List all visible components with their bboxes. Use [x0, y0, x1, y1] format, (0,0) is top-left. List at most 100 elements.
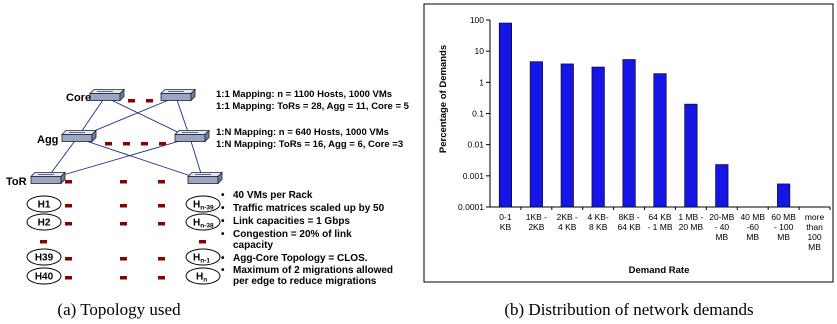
bar	[591, 66, 605, 208]
x-tick-label: more than 100 MB	[805, 212, 825, 252]
ellipsis-dash	[65, 180, 72, 184]
bullet-text: Traffic matrices scaled up by 50	[233, 203, 385, 214]
bullet-text: Agg-Core Topology = CLOS.	[233, 253, 368, 264]
x-tick-label: 60 MB - 100 MB	[771, 212, 796, 242]
ellipsis-dash	[65, 276, 72, 280]
x-tick-label: 0-1 KB	[499, 212, 512, 232]
y-axis-title: Percentage of Demands	[438, 45, 449, 153]
ellipsis-dash	[105, 142, 112, 146]
host-hn: Hn	[185, 267, 221, 285]
host-label: H39	[35, 253, 54, 264]
caption-a: (a) Topology used	[57, 300, 181, 319]
demand-chart: 0.0001 0.001 0.01 0.1 1 10 100 0-1 KB 1KB -2KB 2KB…	[423, 3, 834, 319]
host-label: H1	[38, 200, 51, 211]
switch-icon	[187, 171, 223, 185]
bullet-text: 40 VMs per Rack	[233, 190, 313, 201]
host-hn-38: Hn-38	[185, 213, 221, 231]
mapping-note: 1:1 Mapping: n = 1100 Hosts, 1000 VMs	[216, 89, 392, 100]
ellipsis-dash	[158, 222, 165, 226]
ellipsis-dash	[120, 222, 127, 226]
host-h1: H1	[26, 195, 62, 213]
bullet-marker: •	[221, 216, 225, 227]
bullet-text: per edge to reduce migrations	[233, 276, 377, 287]
x-tick-label: 2KB -4 KB	[557, 212, 578, 232]
core-layer-label: Core	[66, 92, 91, 104]
y-tick-label: 0.01	[467, 140, 484, 150]
bar	[498, 22, 513, 208]
ellipsis-dash	[199, 240, 206, 244]
chart-plot: 0.0001 0.001 0.01 0.1 1 10 100 0-1 KB 1KB -2KB 2KB…	[458, 15, 831, 252]
hosts-right: Hn-39 Hn-38 Hn-1 Hn	[185, 195, 221, 285]
x-tick-label: 1 MB -20 MB	[678, 212, 703, 232]
ellipsis-dash	[65, 257, 72, 261]
host-label: Hn-1	[193, 253, 210, 265]
ellipsis-dash	[128, 99, 135, 103]
y-tick-label: 10	[475, 46, 485, 56]
bar	[715, 164, 729, 208]
x-tick-label: 1KB -2KB	[526, 212, 547, 232]
ellipsis-dash	[120, 204, 127, 208]
bullet-marker: •	[221, 253, 225, 264]
bullet-marker: •	[221, 203, 225, 214]
ellipsis-dash	[146, 99, 153, 103]
ellipsis-dash	[158, 276, 165, 280]
ellipsis-dash	[65, 222, 72, 226]
host-h2: H2	[26, 213, 62, 231]
host-hn-1: Hn-1	[185, 248, 221, 266]
caption-b: (b) Distribution of network demands	[504, 300, 753, 319]
ellipsis-dash	[65, 204, 72, 208]
host-h40: H40	[26, 267, 62, 285]
y-tick-label: 1	[479, 77, 484, 87]
ellipsis-dash	[120, 257, 127, 261]
bar	[622, 59, 636, 208]
ellipsis-dash	[158, 204, 165, 208]
ellipsis-dash	[40, 240, 47, 244]
mapping-notes: 1:1 Mapping: n = 1100 Hosts, 1000 VMs 1:…	[216, 89, 410, 150]
switch-icon	[160, 88, 196, 102]
bullet-marker: •	[221, 265, 225, 276]
network-link	[104, 96, 191, 139]
x-tick-label: 40 MB -60 MB	[740, 212, 765, 242]
ellipsis-dash	[123, 142, 130, 146]
host-label: Hn-38	[193, 218, 214, 230]
bar	[684, 103, 698, 208]
bullet-marker: •	[221, 229, 225, 240]
bar	[653, 73, 667, 208]
switch-icon	[174, 129, 210, 143]
mapping-note: 1:N Mapping: ToRs = 16, Agg = 6, Core =3	[216, 139, 403, 150]
bullet-marker: •	[221, 190, 225, 201]
bullet-text: capacity	[233, 240, 273, 251]
switch-icon	[30, 171, 66, 185]
x-tick-label: 8KB -64 KB	[618, 212, 641, 232]
host-label: Hn	[196, 272, 207, 284]
agg-layer-label: Agg	[37, 134, 58, 146]
x-tick-label: 4 KB-8 KB	[588, 212, 609, 232]
host-hn-39: Hn-39	[185, 195, 221, 213]
bullet-text: Maximum of 2 migrations allowed	[233, 265, 393, 276]
mapping-note: 1:N Mapping: n = 640 Hosts, 1000 VMs	[216, 127, 389, 138]
x-tick-label: 64 KB - 1 MB	[647, 212, 672, 232]
network-link	[45, 137, 191, 181]
ellipsis-dash	[120, 276, 127, 280]
host-h39: H39	[26, 248, 62, 266]
bar	[777, 183, 791, 208]
y-tick-label: 0.0001	[458, 202, 484, 212]
mapping-note: 1:1 Mapping: ToRs = 28, Agg = 11, Core =…	[216, 101, 410, 112]
ellipsis-dash	[120, 180, 127, 184]
topology-panel: Core Agg ToR H1 H2 H39 H40	[6, 88, 410, 319]
host-label: Hn-39	[193, 200, 214, 212]
ellipsis-dash	[141, 142, 148, 146]
bar	[529, 61, 543, 208]
switches	[30, 88, 223, 185]
y-tick-label: 0.1	[472, 109, 484, 119]
network-link	[76, 137, 204, 181]
y-tick-label: 0.001	[463, 171, 485, 181]
host-label: H2	[38, 218, 51, 229]
y-tick-label: 100	[470, 15, 484, 25]
tor-layer-label: ToR	[6, 176, 27, 188]
hosts-left: H1 H2 H39 H40	[26, 195, 62, 285]
ellipsis-dash	[158, 257, 165, 261]
ellipsis-dash	[158, 180, 165, 184]
bullet-text: Congestion = 20% of link	[233, 229, 352, 240]
